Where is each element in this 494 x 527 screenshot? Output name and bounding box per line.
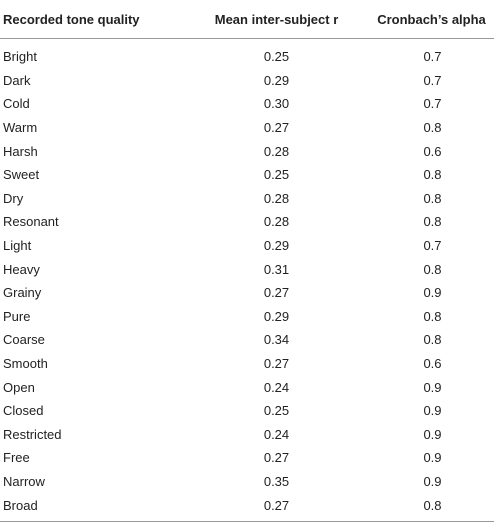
table-row: Broad 0.27 0.8 — [0, 493, 494, 517]
table-row: Bright 0.25 0.7 — [0, 39, 494, 69]
cell-mean-r: 0.24 — [263, 379, 290, 395]
cell-alpha: 0.9 — [423, 426, 442, 442]
cell-alpha: 0.7 — [423, 96, 442, 112]
cell-mean-r: 0.28 — [263, 190, 290, 206]
header-row: Recorded tone quality Mean inter-subject… — [0, 0, 494, 39]
table-row: Coarse 0.34 0.8 — [0, 328, 494, 352]
cell-mean-r: 0.25 — [263, 403, 290, 419]
cell-tone-quality: Sweet — [3, 167, 40, 183]
cell-tone-quality: Smooth — [3, 356, 48, 372]
cell-tone-quality: Dark — [3, 72, 31, 88]
cell-alpha: 0.7 — [423, 238, 442, 254]
cell-mean-r: 0.35 — [263, 473, 290, 489]
cell-alpha: 0.9 — [423, 285, 442, 301]
cell-tone-quality: Dry — [3, 190, 24, 206]
table-row: Free 0.27 0.9 — [0, 446, 494, 470]
cell-tone-quality: Pure — [3, 308, 31, 324]
cell-alpha: 0.9 — [423, 473, 442, 489]
cell-tone-quality: Broad — [3, 497, 38, 513]
cell-mean-r: 0.24 — [263, 426, 290, 442]
cell-alpha: 0.8 — [423, 332, 442, 348]
cell-tone-quality: Light — [3, 238, 32, 254]
cell-tone-quality: Narrow — [3, 473, 45, 489]
cell-tone-quality: Restricted — [3, 426, 62, 442]
cell-mean-r: 0.27 — [263, 120, 290, 136]
cell-tone-quality: Coarse — [3, 332, 45, 348]
table-row: Sweet 0.25 0.8 — [0, 163, 494, 187]
table-body: Bright 0.25 0.7 Dark 0.29 0.7 Cold 0.30 0.7 Warm 0… — [0, 39, 494, 517]
cell-mean-r: 0.25 — [263, 49, 290, 65]
cell-tone-quality: Open — [3, 379, 35, 395]
table-row: Cold 0.30 0.7 — [0, 92, 494, 116]
cell-alpha: 0.8 — [423, 308, 442, 324]
cell-mean-r: 0.31 — [263, 261, 290, 277]
cell-mean-r: 0.28 — [263, 214, 290, 230]
cell-tone-quality: Bright — [3, 49, 37, 65]
cell-alpha: 0.9 — [423, 379, 442, 395]
cell-mean-r: 0.28 — [263, 143, 290, 159]
table-row: Dry 0.28 0.8 — [0, 187, 494, 211]
cell-alpha: 0.8 — [423, 497, 442, 513]
cell-tone-quality: Heavy — [3, 261, 40, 277]
table-row: Narrow 0.35 0.9 — [0, 470, 494, 494]
cell-mean-r: 0.30 — [263, 96, 290, 112]
cell-alpha: 0.9 — [423, 450, 442, 466]
table-row: Heavy 0.31 0.8 — [0, 257, 494, 281]
table-row: Dark 0.29 0.7 — [0, 69, 494, 93]
cell-alpha: 0.8 — [423, 167, 442, 183]
cell-alpha: 0.8 — [423, 120, 442, 136]
cell-tone-quality: Resonant — [3, 214, 59, 230]
cell-alpha: 0.8 — [423, 261, 442, 277]
cell-mean-r: 0.34 — [263, 332, 290, 348]
cell-tone-quality: Grainy — [3, 285, 42, 301]
column-header-alpha: Cronbach’s alpha — [363, 0, 494, 39]
table-row: Restricted 0.24 0.9 — [0, 423, 494, 447]
cell-tone-quality: Harsh — [3, 143, 38, 159]
table-row: Warm 0.27 0.8 — [0, 116, 494, 140]
cell-tone-quality: Closed — [3, 403, 44, 419]
cell-mean-r: 0.29 — [263, 72, 290, 88]
table-row: Smooth 0.27 0.6 — [0, 352, 494, 376]
cell-alpha: 0.6 — [423, 143, 442, 159]
cell-mean-r: 0.27 — [263, 497, 290, 513]
table-row: Open 0.24 0.9 — [0, 375, 494, 399]
column-header-mean-r: Mean inter-subject r — [190, 0, 363, 39]
cell-alpha: 0.9 — [423, 403, 442, 419]
cell-alpha: 0.6 — [423, 356, 442, 372]
cell-alpha: 0.8 — [423, 190, 442, 206]
cell-tone-quality: Cold — [3, 96, 30, 112]
table-bottom-rule — [0, 521, 494, 522]
cell-tone-quality: Warm — [3, 120, 38, 136]
cell-alpha: 0.7 — [423, 72, 442, 88]
table-row: Resonant 0.28 0.8 — [0, 210, 494, 234]
cell-alpha: 0.7 — [423, 49, 442, 65]
table-row: Closed 0.25 0.9 — [0, 399, 494, 423]
table-row: Pure 0.29 0.8 — [0, 305, 494, 329]
cell-tone-quality: Free — [3, 450, 30, 466]
table-row: Grainy 0.27 0.9 — [0, 281, 494, 305]
column-header-quality: Recorded tone quality — [0, 0, 190, 39]
table-row: Harsh 0.28 0.6 — [0, 139, 494, 163]
cell-mean-r: 0.27 — [263, 450, 290, 466]
cell-mean-r: 0.25 — [263, 167, 290, 183]
cell-mean-r: 0.27 — [263, 285, 290, 301]
table-row: Light 0.29 0.7 — [0, 234, 494, 258]
cell-mean-r: 0.27 — [263, 356, 290, 372]
cell-mean-r: 0.29 — [263, 238, 290, 254]
cell-mean-r: 0.29 — [263, 308, 290, 324]
table-header: Recorded tone quality Mean inter-subject… — [0, 0, 494, 39]
cell-alpha: 0.8 — [423, 214, 442, 230]
